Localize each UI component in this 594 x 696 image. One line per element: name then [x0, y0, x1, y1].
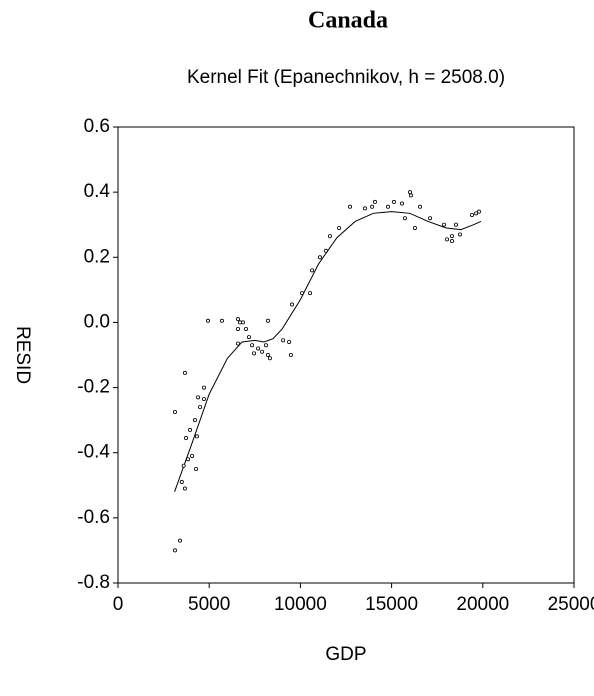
fit-line — [174, 211, 482, 492]
point — [362, 206, 367, 211]
point — [202, 396, 207, 401]
point — [172, 548, 177, 553]
point — [474, 211, 479, 216]
point — [267, 356, 272, 361]
point — [186, 457, 191, 462]
point — [194, 466, 199, 471]
point — [194, 434, 199, 439]
point — [441, 222, 446, 227]
point — [308, 291, 313, 296]
point — [246, 335, 251, 340]
point — [453, 222, 458, 227]
x-axis-label: GDP — [325, 644, 366, 665]
x-tick-label: 25000 — [548, 594, 594, 615]
point — [181, 463, 186, 468]
point — [449, 234, 454, 239]
y-tick-label: 0.4 — [84, 181, 111, 202]
point — [219, 318, 224, 323]
point — [399, 201, 404, 206]
point — [206, 318, 211, 323]
point — [449, 238, 454, 243]
point — [418, 204, 423, 209]
point — [240, 320, 245, 325]
point — [327, 234, 332, 239]
y-tick-label: -0.2 — [77, 377, 110, 398]
point — [188, 427, 193, 432]
point — [250, 343, 255, 348]
point — [337, 225, 342, 230]
point — [310, 268, 315, 273]
point — [408, 193, 413, 198]
y-tick-label: 0.2 — [84, 246, 110, 267]
chart-subtitle: Kernel Fit (Epanechnikov, h = 2508.0) — [187, 67, 505, 88]
point — [260, 349, 265, 354]
point — [412, 225, 417, 230]
point — [445, 237, 450, 242]
point — [323, 248, 328, 253]
point — [196, 395, 201, 400]
point — [184, 436, 189, 441]
point — [317, 255, 322, 260]
y-axis-label: RESID — [12, 326, 33, 384]
point — [428, 216, 433, 221]
point — [192, 418, 197, 423]
point — [402, 216, 407, 221]
point — [385, 204, 390, 209]
point — [252, 351, 257, 356]
point — [236, 326, 241, 331]
point — [370, 204, 375, 209]
point — [178, 538, 183, 543]
plot-frame — [117, 126, 575, 584]
point — [281, 338, 286, 343]
y-tick-label: -0.6 — [77, 507, 110, 528]
point — [182, 486, 187, 491]
point — [198, 405, 203, 410]
point — [300, 291, 305, 296]
point — [265, 318, 270, 323]
point — [476, 209, 481, 214]
x-tick-label: 10000 — [274, 594, 327, 615]
point — [256, 346, 261, 351]
point — [457, 232, 462, 237]
point — [288, 352, 293, 357]
point — [172, 409, 177, 414]
point — [202, 385, 207, 390]
point — [244, 326, 249, 331]
point — [179, 480, 184, 485]
point — [190, 453, 195, 458]
y-tick-label: -0.4 — [77, 442, 110, 463]
x-tick-label: 0 — [113, 594, 124, 615]
point — [391, 199, 396, 204]
point — [182, 370, 187, 375]
chart-title: Canada — [308, 8, 388, 34]
point — [373, 199, 378, 204]
point — [408, 190, 413, 195]
point — [236, 317, 241, 322]
x-tick-label: 5000 — [188, 594, 230, 615]
point — [263, 343, 268, 348]
x-tick-label: 15000 — [365, 594, 418, 615]
point — [470, 212, 475, 217]
y-tick-label: -0.8 — [77, 572, 110, 593]
y-tick-label: 0.0 — [84, 311, 110, 332]
point — [236, 341, 241, 346]
y-tick-label: 0.6 — [84, 116, 110, 137]
x-tick-label: 20000 — [456, 594, 509, 615]
point — [287, 339, 292, 344]
point — [348, 204, 353, 209]
point — [290, 302, 295, 307]
point — [265, 352, 270, 357]
